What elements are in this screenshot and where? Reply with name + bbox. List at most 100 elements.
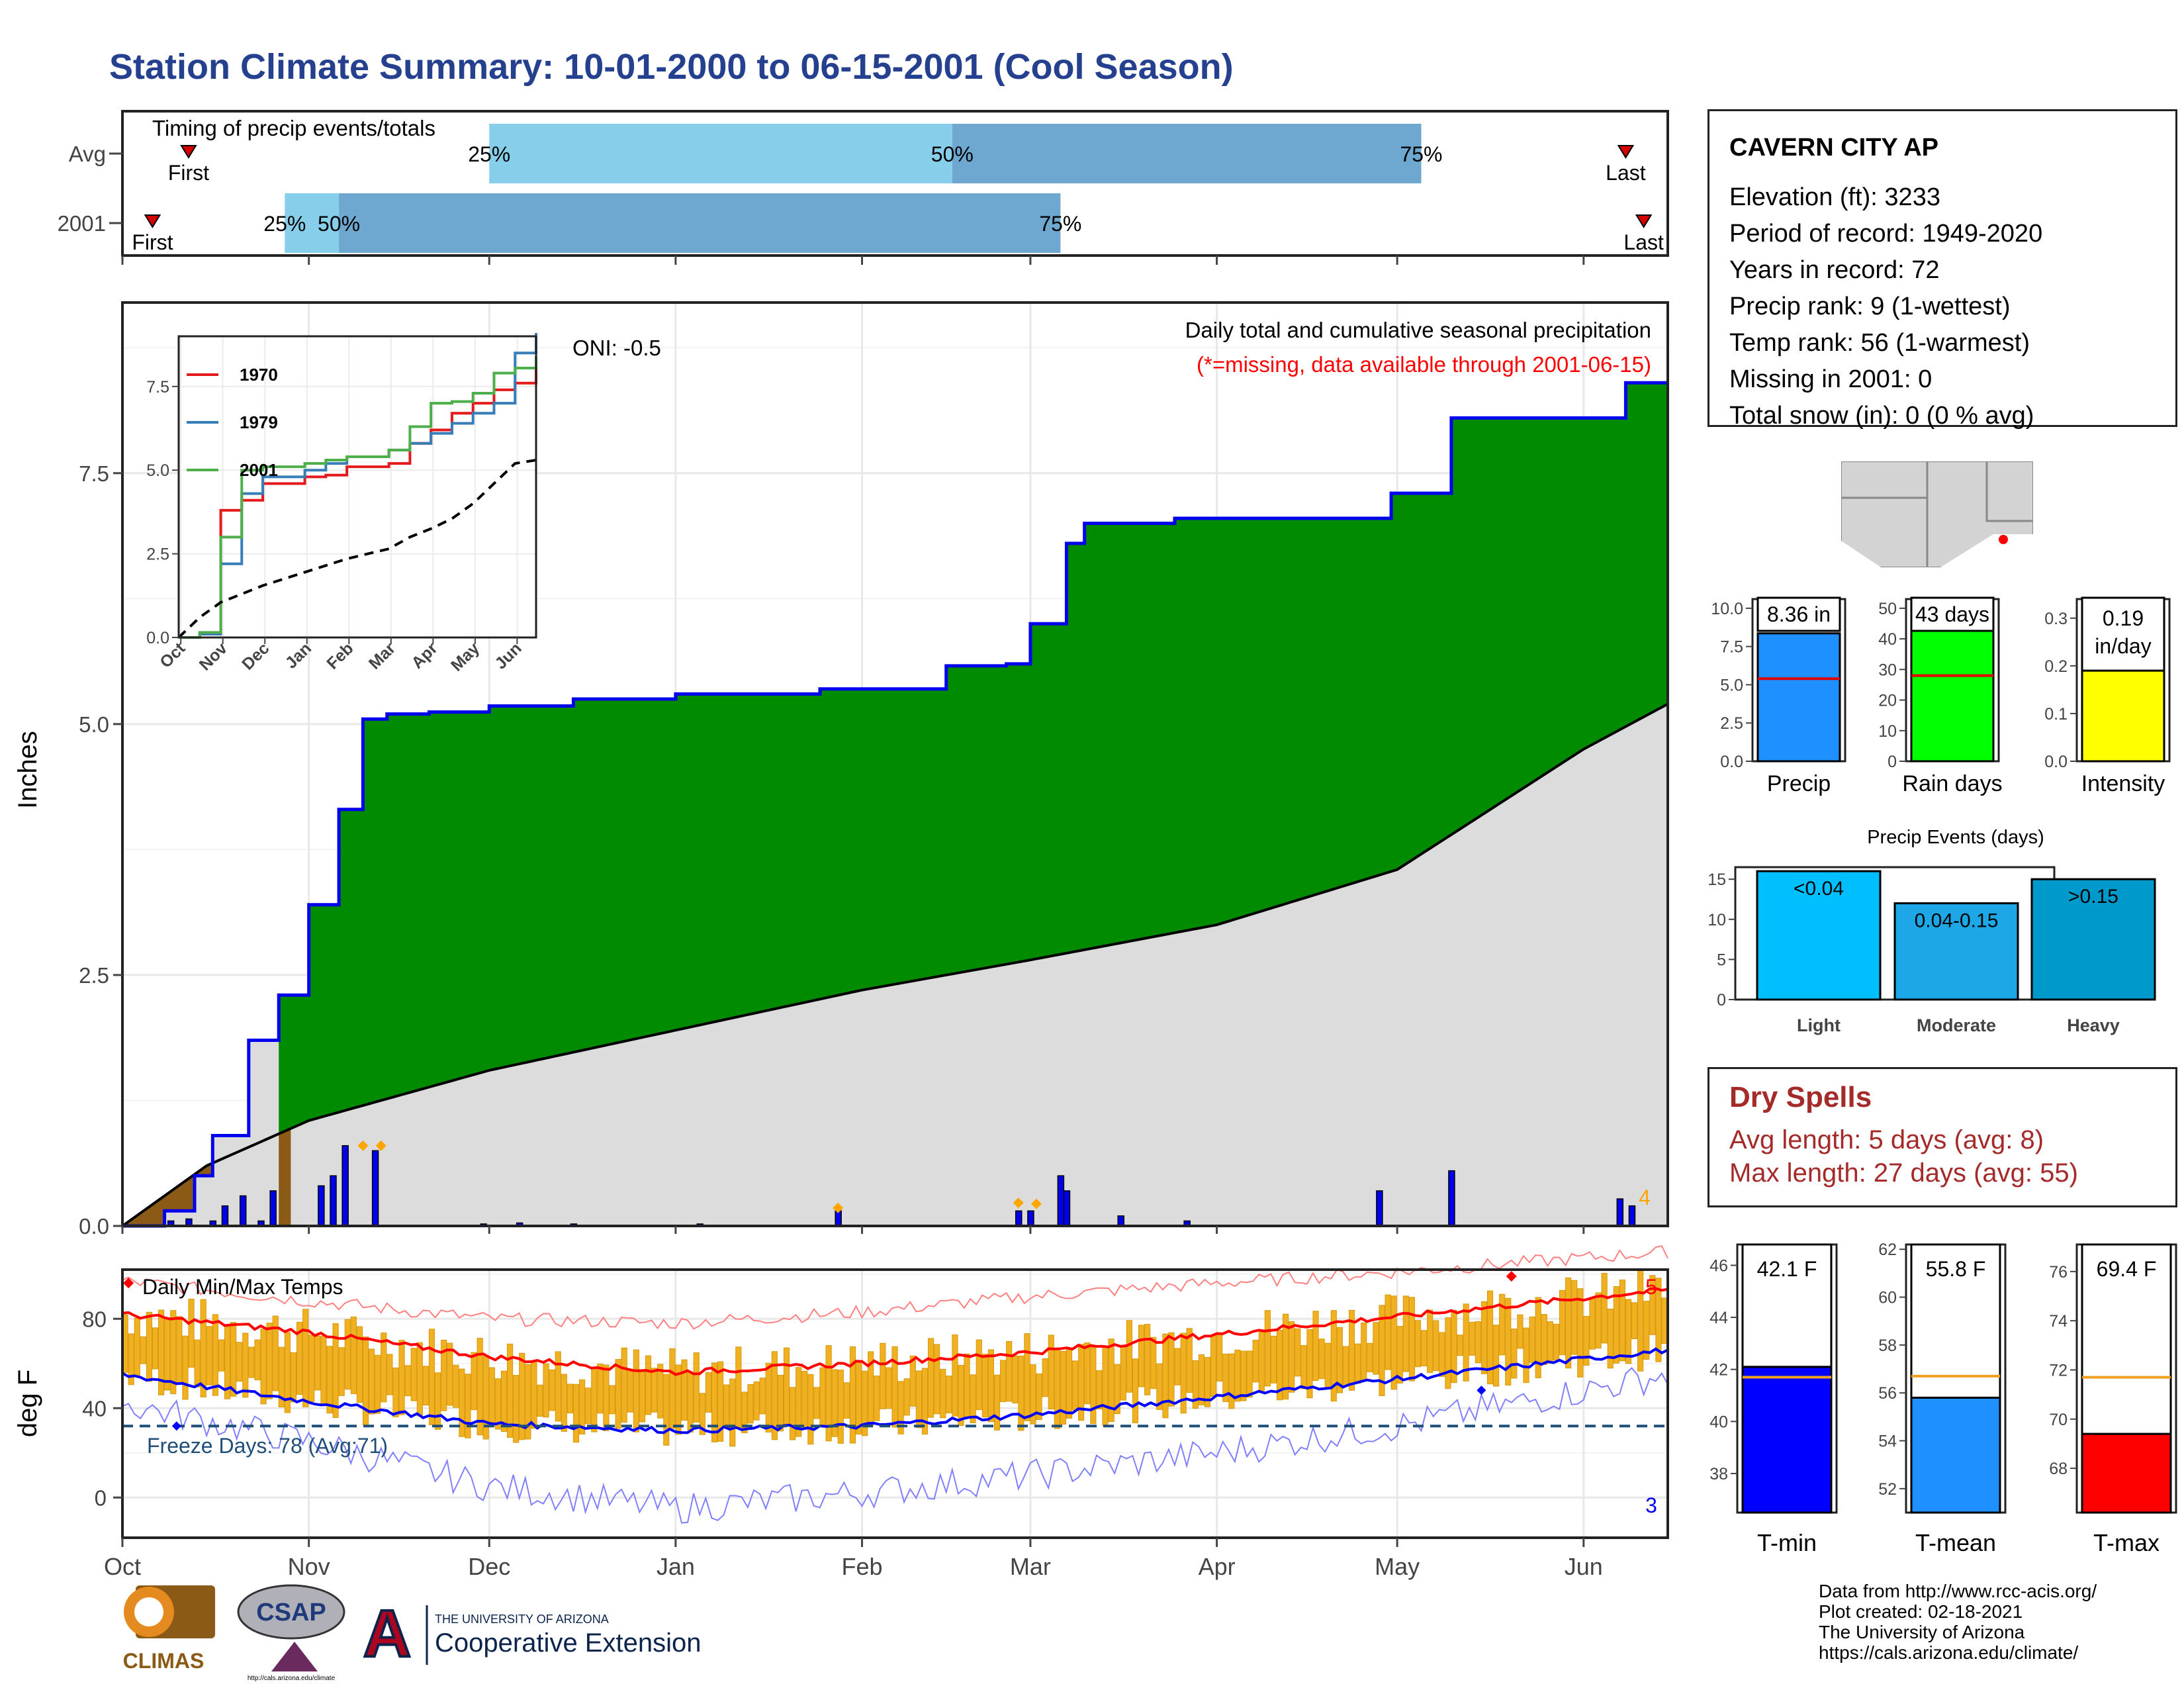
daily-temp-bar (603, 1364, 610, 1431)
temp-summary-tick-label: 70 (2049, 1411, 2068, 1429)
daily-temp-bar (1054, 1347, 1060, 1429)
daily-temp-bar (1312, 1311, 1319, 1382)
record-min-line (122, 1367, 1668, 1524)
missing-marker (1013, 1197, 1024, 1209)
daily-temp-bar (825, 1345, 832, 1442)
mini-chart-tick-label: 40 (1878, 630, 1897, 649)
mini-chart-tick-label: 0.0 (1720, 753, 1743, 771)
daily-temp-bar (981, 1354, 988, 1418)
daily-temp-bar (1174, 1348, 1181, 1385)
temp-summary-tick-label: 74 (2049, 1312, 2068, 1331)
daily-temp-bar (970, 1374, 976, 1423)
daily-temp-bar (1342, 1346, 1349, 1387)
daily-precip-bar (1628, 1205, 1636, 1227)
daily-temp-bar (1006, 1340, 1013, 1402)
daily-temp-bar (1523, 1327, 1529, 1383)
daily-temp-bar (1414, 1320, 1422, 1368)
daily-temp-bar (1379, 1305, 1385, 1397)
daily-temp-bar (1300, 1344, 1307, 1389)
station-info-line: Period of record: 1949-2020 (1729, 220, 2043, 248)
daily-temp-bar (1066, 1349, 1073, 1419)
daily-temp-bar (1042, 1358, 1048, 1397)
daily-temp-bar (164, 1318, 171, 1391)
daily-temp-bar (212, 1314, 218, 1396)
daily-temp-bar (314, 1335, 321, 1391)
daily-temp-bar (572, 1383, 580, 1443)
daily-temp-bar (555, 1351, 561, 1422)
daily-temp-bar (1072, 1360, 1079, 1411)
daily-temp-bar (1036, 1373, 1042, 1421)
daily-precip-bar (221, 1205, 229, 1227)
daily-temp-bar (140, 1336, 146, 1364)
daily-temp-bar (813, 1387, 820, 1419)
temp-summary-bar (1741, 1366, 1833, 1514)
daily-temp-bar (645, 1355, 652, 1415)
daily-temp-bar (206, 1326, 212, 1385)
daily-precip-bar (1616, 1198, 1624, 1227)
daily-temp-bar (1138, 1325, 1145, 1387)
mini-chart-tick-label: 7.5 (1720, 638, 1743, 657)
daily-temp-bar (1367, 1342, 1373, 1372)
daily-temp-bar (356, 1326, 363, 1403)
daily-temp-bar (855, 1361, 862, 1434)
daily-precip-bar (269, 1190, 277, 1227)
daily-temp-bar (170, 1310, 177, 1395)
daily-temp-bar (398, 1340, 405, 1415)
daily-temp-bar (1541, 1314, 1547, 1365)
mini-chart-tick-label: 10 (1878, 722, 1897, 741)
daily-temp-bar (783, 1347, 790, 1426)
daily-temp-bar (1571, 1280, 1578, 1355)
daily-temp-bar (236, 1342, 243, 1382)
temp-y-axis-label: deg F (13, 1370, 42, 1437)
daily-temp-bar (1361, 1322, 1367, 1382)
daily-temp-bar (471, 1352, 477, 1411)
daily-temp-bar (741, 1391, 748, 1434)
daily-temp-bar (1445, 1317, 1451, 1389)
daily-temp-bar (338, 1347, 345, 1396)
daily-temp-bar (434, 1372, 441, 1430)
daily-temp-bar (320, 1336, 327, 1406)
daily-precip-bar (835, 1210, 842, 1227)
station-info-line: Missing in 2001: 0 (1729, 365, 1933, 393)
record-max-line (122, 1245, 1668, 1330)
daily-temp-bar (1565, 1277, 1572, 1369)
mini-chart-tick-label: 10.0 (1711, 600, 1743, 618)
precip-events-bar-label: 0.04-0.15 (1915, 910, 1999, 932)
daily-temp-bar (681, 1359, 688, 1421)
daily-temp-bar (819, 1367, 826, 1426)
mini-chart-value: 43 days (1915, 602, 1989, 626)
daily-temp-bar (531, 1361, 537, 1429)
csap-logo: CSAP http://cals.arizona.edu/climate (232, 1582, 351, 1682)
daily-temp-bar (1283, 1313, 1289, 1400)
mini-chart-tick-label: 50 (1878, 600, 1897, 618)
daily-temp-bar (633, 1349, 639, 1432)
daily-temp-bar (1408, 1297, 1415, 1382)
daily-temp-bar (729, 1378, 736, 1447)
daily-temp-bar (1270, 1335, 1277, 1383)
daily-temp-bar (1355, 1343, 1361, 1384)
mini-chart-tick-label: 0 (1888, 753, 1897, 771)
station-info-line: Years in record: 72 (1729, 256, 1940, 284)
daily-temp-bar (506, 1343, 514, 1438)
inset-line-avg (177, 459, 537, 639)
month-axis-label: Nov (288, 1553, 330, 1580)
mini-chart-tick-label: 0.0 (2044, 753, 2068, 771)
daily-temp-bar (1499, 1293, 1506, 1356)
daily-temp-bar (862, 1370, 868, 1436)
precip-frame (121, 301, 1669, 1227)
daily-temp-bar (1427, 1309, 1433, 1374)
daily-temp-bar (1463, 1303, 1469, 1382)
precip-events-category: Light (1797, 1015, 1841, 1035)
footer-line: Plot created: 02-18-2021 (1819, 1601, 2023, 1622)
daily-temp-bar (230, 1322, 237, 1397)
temp-y-tick-label: 40 (82, 1396, 107, 1421)
month-axis-label: Apr (1199, 1553, 1236, 1580)
dry-spells-line: Avg length: 5 days (avg: 8) (1729, 1125, 2044, 1154)
daily-temp-bar (1258, 1332, 1265, 1393)
precip-header: Daily total and cumulative seasonal prec… (1185, 318, 1651, 342)
daily-temp-bar (1637, 1270, 1644, 1372)
daily-temp-bar (1198, 1354, 1205, 1405)
mini-chart-value-unit: in/day (2095, 634, 2151, 658)
inset-frame (177, 335, 537, 639)
record-min-count: 3 (1645, 1493, 1657, 1517)
